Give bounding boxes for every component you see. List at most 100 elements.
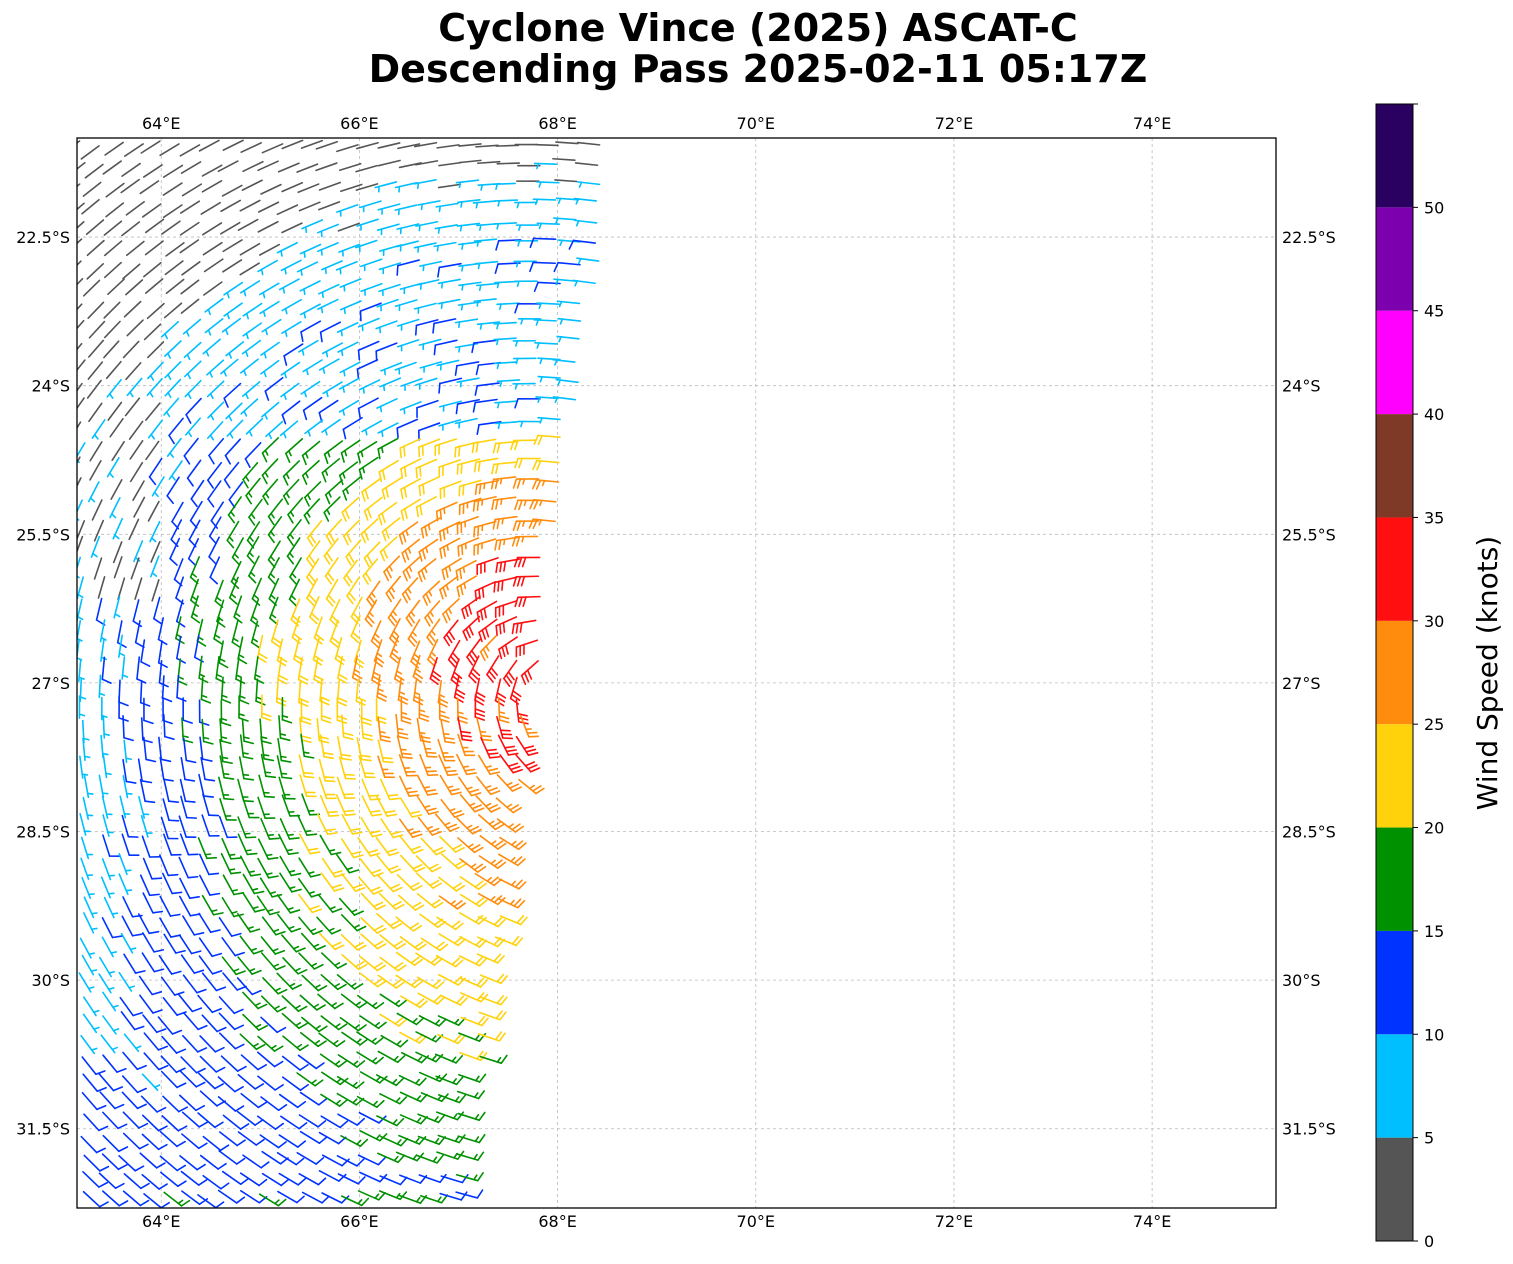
- barb-feather: [527, 752, 539, 756]
- barb-half-feather: [539, 499, 543, 507]
- wind-barb: [201, 222, 223, 236]
- wind-barb: [281, 139, 304, 150]
- barb-feather: [390, 651, 400, 660]
- wind-barb: [182, 974, 207, 994]
- wind-barb: [143, 736, 157, 763]
- wind-barb: [141, 203, 162, 218]
- wind-barb: [143, 323, 162, 341]
- wind-barb: [459, 858, 487, 873]
- barb-staff: [198, 853, 210, 876]
- barb-staff: [277, 162, 300, 173]
- barb-half-feather: [191, 595, 198, 601]
- wind-barb: [102, 814, 114, 837]
- wind-barb: [398, 894, 425, 911]
- wind-barb: [514, 457, 541, 469]
- barb-feather: [461, 544, 464, 556]
- wind-barb: [302, 396, 323, 421]
- barb-half-feather: [428, 590, 433, 597]
- barb-feather: [426, 613, 434, 624]
- wind-barb: [138, 975, 163, 996]
- barb-half-feather: [474, 1136, 480, 1143]
- barb-half-feather: [108, 970, 115, 974]
- wind-barb: [210, 501, 224, 529]
- wind-barb: [77, 277, 84, 286]
- barb-half-feather: [495, 183, 499, 191]
- barb-feather: [201, 758, 213, 762]
- barb-staff: [179, 200, 201, 214]
- barb-feather: [497, 897, 506, 906]
- barb-half-feather: [244, 475, 250, 482]
- barb-half-feather: [264, 413, 268, 420]
- barb-half-feather: [274, 1199, 280, 1205]
- barb-half-feather: [150, 433, 156, 440]
- barb-feather: [430, 956, 440, 964]
- barb-feather: [230, 857, 242, 860]
- wind-barb: [415, 872, 443, 889]
- barb-feather: [195, 1067, 206, 1074]
- barb-feather: [220, 721, 232, 727]
- wind-barb: [162, 164, 184, 178]
- wind-barb: [238, 677, 250, 705]
- barb-feather: [277, 1141, 287, 1149]
- wind-barb: [168, 417, 184, 445]
- wind-barb: [237, 636, 248, 665]
- barb-feather: [157, 662, 168, 668]
- barb-staff: [218, 1150, 238, 1165]
- wind-barb: [318, 932, 345, 951]
- wind-barb: [341, 813, 363, 835]
- barb-feather: [511, 535, 517, 547]
- barb-staff: [150, 541, 161, 563]
- barb-feather: [417, 943, 427, 951]
- barb-staff: [397, 143, 421, 150]
- wind-barb: [318, 1169, 347, 1182]
- barb-staff: [377, 159, 401, 167]
- wind-barb: [83, 896, 98, 919]
- barb-half-feather: [380, 446, 384, 454]
- barb-half-feather: [352, 1098, 358, 1104]
- wind-barb: [377, 874, 403, 893]
- wind-barb: [141, 1133, 168, 1151]
- barb-feather: [475, 897, 485, 905]
- barb-feather: [460, 734, 472, 738]
- barb-feather: [331, 941, 342, 948]
- barb-staff: [237, 218, 259, 231]
- barb-feather: [464, 768, 476, 772]
- wind-barb: [278, 833, 299, 855]
- barb-half-feather: [327, 450, 331, 458]
- barb-staff: [162, 997, 178, 1016]
- barb-half-feather: [264, 328, 268, 336]
- barb-feather: [297, 1005, 308, 1012]
- barb-half-feather: [320, 248, 323, 256]
- barb-feather: [455, 995, 465, 1004]
- barb-feather: [334, 658, 345, 666]
- wind-barb: [321, 260, 343, 275]
- barb-staff: [141, 1173, 160, 1190]
- wind-barb: [479, 973, 508, 984]
- barb-feather: [516, 478, 522, 489]
- barb-half-feather: [269, 572, 275, 579]
- barb-staff: [121, 833, 131, 856]
- wind-barb: [118, 971, 135, 992]
- wind-barb: [198, 699, 210, 726]
- wind-barb: [479, 995, 508, 1006]
- wind-barb: [222, 972, 247, 991]
- barb-feather: [251, 989, 262, 996]
- barb-staff: [104, 261, 122, 279]
- barb-feather: [370, 869, 382, 874]
- barb-staff: [163, 833, 173, 856]
- wind-barb: [321, 1192, 350, 1204]
- barb-feather: [455, 403, 459, 415]
- wind-barb: [109, 417, 124, 438]
- wind-barb: [103, 896, 119, 919]
- wind-barb: [299, 1130, 328, 1144]
- barb-half-feather: [219, 658, 226, 663]
- barb-feather: [457, 862, 468, 870]
- barb-half-feather: [118, 652, 125, 657]
- barb-staff: [283, 343, 304, 357]
- barb-staff: [298, 1173, 320, 1186]
- wind-barb: [359, 302, 382, 322]
- barb-staff: [91, 499, 103, 521]
- barb-staff: [315, 162, 338, 172]
- wind-barb: [457, 1133, 486, 1144]
- wind-barb: [99, 1091, 125, 1110]
